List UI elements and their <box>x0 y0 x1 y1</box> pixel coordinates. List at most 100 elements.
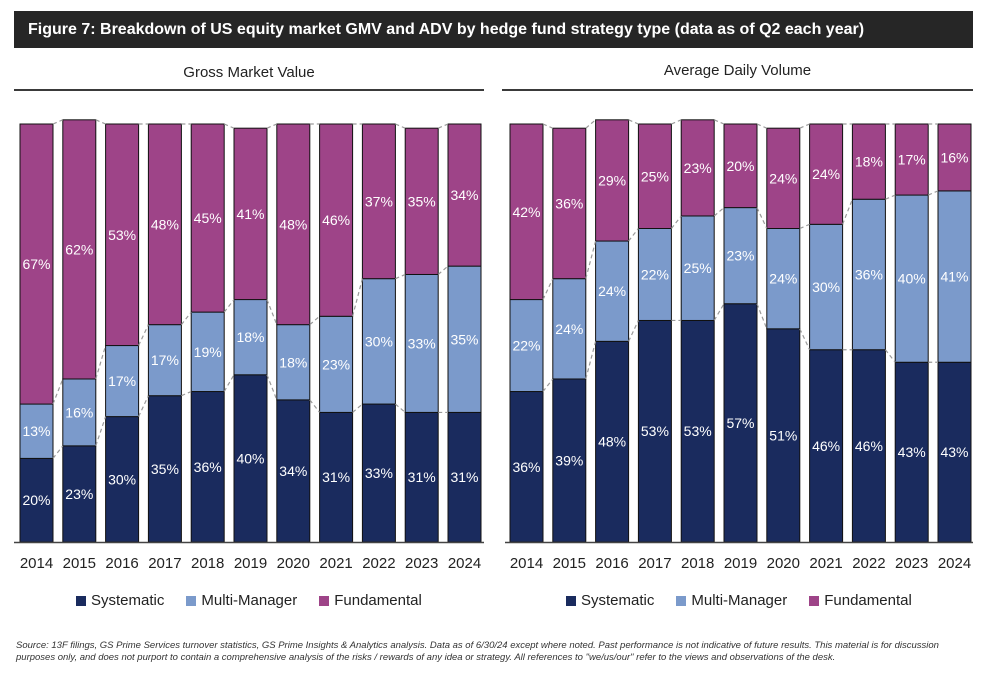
adv-label-multi_manager-2024: 41% <box>940 269 968 285</box>
adv-label-multi_manager-2019: 23% <box>726 248 754 264</box>
gmv-connector <box>223 123 235 129</box>
gmv-bar-fundamental-2016 <box>105 123 140 347</box>
adv-chart: 36% 22% 42% 2014 39% 24% 36% 2015 48% 24% 29% 2016 5… <box>505 119 973 572</box>
gmv-connector <box>437 265 449 275</box>
gmv-bar-systematic-2015 <box>62 445 97 543</box>
legend-label-multi-manager: Multi-Manager <box>201 592 298 609</box>
gmv-bar-systematic-2020 <box>276 399 311 543</box>
adv-bar-multi_manager-2018 <box>680 215 715 321</box>
adv-connector <box>713 207 725 217</box>
adv-tick-2024: 2024 <box>938 555 971 572</box>
adv-bar-systematic-2022 <box>851 349 886 543</box>
adv-tick-2017: 2017 <box>638 555 671 572</box>
gmv-tick-2020: 2020 <box>277 555 310 572</box>
legend-item-systematic: Systematic <box>76 592 164 609</box>
adv-bar-systematic-2020 <box>766 328 801 543</box>
legend-label-multi-manager: Multi-Manager <box>691 592 788 609</box>
legend-item-fundamental: Fundamental <box>809 592 912 609</box>
gmv-bar-fundamental-2017 <box>147 123 182 326</box>
fundamental-swatch <box>319 595 330 606</box>
adv-connector <box>628 228 639 242</box>
gmv-connector <box>223 374 235 392</box>
gmv-bar-multi_manager-2014 <box>19 403 54 459</box>
gmv-bar-fundamental-2024 <box>447 123 482 267</box>
gmv-label-systematic-2014: 20% <box>22 492 50 508</box>
gmv-label-fundamental-2022: 37% <box>365 193 393 209</box>
gmv-label-systematic-2019: 40% <box>236 450 264 466</box>
legend-item-fundamental: Fundamental <box>319 592 422 609</box>
adv-tick-2015: 2015 <box>553 555 586 572</box>
gmv-bar-fundamental-2022 <box>361 123 396 280</box>
legend-item-systematic: Systematic <box>566 592 654 609</box>
gmv-bar-systematic-2023 <box>404 411 439 543</box>
adv-connector <box>542 278 554 300</box>
gmv-connector <box>309 399 321 413</box>
gmv-label-multi_manager-2015: 16% <box>65 404 93 420</box>
adv-bar-fundamental-2020 <box>766 127 801 229</box>
gmv-bar-systematic-2021 <box>319 411 354 543</box>
gmv-bar-systematic-2019 <box>233 374 268 543</box>
gmv-tick-2018: 2018 <box>191 555 224 572</box>
multi-manager-swatch <box>676 595 687 606</box>
gmv-bar-multi_manager-2018 <box>190 311 225 393</box>
gmv-label-multi_manager-2018: 19% <box>194 344 222 360</box>
adv-bar-fundamental-2018 <box>680 119 715 217</box>
adv-connector <box>756 303 768 330</box>
legend-label-systematic: Systematic <box>581 592 655 609</box>
adv-label-systematic-2024: 43% <box>940 444 968 460</box>
adv-bar-fundamental-2014 <box>509 123 544 301</box>
gmv-connector <box>52 119 64 125</box>
gmv-bar-fundamental-2015 <box>62 119 97 380</box>
gmv-connector <box>395 123 406 129</box>
gmv-connector <box>352 278 363 317</box>
gmv-connector <box>309 315 320 326</box>
adv-label-systematic-2018: 53% <box>684 423 712 439</box>
adv-connector <box>885 194 896 200</box>
gmv-bar-fundamental-2021 <box>319 123 354 317</box>
adv-connector <box>884 349 896 363</box>
adv-connector <box>799 123 810 129</box>
gmv-label-fundamental-2016: 53% <box>108 227 136 243</box>
adv-connector <box>842 199 853 225</box>
gmv-bar-multi_manager-2017 <box>147 324 182 397</box>
gmv-connector <box>95 345 107 380</box>
gmv-label-multi_manager-2019: 18% <box>236 329 264 345</box>
gmv-label-fundamental-2020: 48% <box>279 216 307 232</box>
legend-label-fundamental: Fundamental <box>334 592 422 609</box>
adv-label-fundamental-2014: 42% <box>512 204 540 220</box>
adv-tick-2014: 2014 <box>510 555 543 572</box>
adv-bar-systematic-2019 <box>723 303 758 543</box>
gmv-tick-2021: 2021 <box>319 555 352 572</box>
adv-connector <box>628 320 639 342</box>
adv-connector <box>756 123 768 129</box>
adv-bar-fundamental-2021 <box>809 123 844 225</box>
adv-label-systematic-2017: 53% <box>641 423 669 439</box>
adv-tick-2023: 2023 <box>895 555 928 572</box>
adv-label-systematic-2021: 46% <box>812 438 840 454</box>
adv-tick-2021: 2021 <box>809 555 842 572</box>
adv-connector <box>799 223 810 230</box>
adv-bar-fundamental-2023 <box>894 123 929 196</box>
adv-connector <box>799 328 811 350</box>
adv-connector <box>585 240 597 279</box>
gmv-bar-multi_manager-2019 <box>233 299 268 376</box>
fundamental-swatch <box>809 595 820 606</box>
adv-tick-2016: 2016 <box>595 555 628 572</box>
gmv-tick-2023: 2023 <box>405 555 438 572</box>
adv-bar-fundamental-2015 <box>552 127 587 280</box>
gmv-tick-2022: 2022 <box>362 555 395 572</box>
gmv-bar-fundamental-2020 <box>276 123 311 326</box>
gmv-label-systematic-2015: 23% <box>65 486 93 502</box>
gmv-connector <box>395 403 406 413</box>
gmv-bar-multi_manager-2024 <box>447 265 482 413</box>
adv-label-multi_manager-2021: 30% <box>812 279 840 295</box>
gmv-label-systematic-2022: 33% <box>365 465 393 481</box>
legend-label-systematic: Systematic <box>91 592 165 609</box>
gmv-tick-2017: 2017 <box>148 555 181 572</box>
gmv-bar-fundamental-2023 <box>404 127 439 275</box>
adv-legend: Systematic Multi-Manager Fundamental <box>566 592 912 609</box>
adv-label-fundamental-2020: 24% <box>769 170 797 186</box>
adv-panel-title: Average Daily Volume <box>663 62 812 79</box>
gmv-connector <box>352 403 363 413</box>
gmv-label-systematic-2024: 31% <box>450 469 478 485</box>
